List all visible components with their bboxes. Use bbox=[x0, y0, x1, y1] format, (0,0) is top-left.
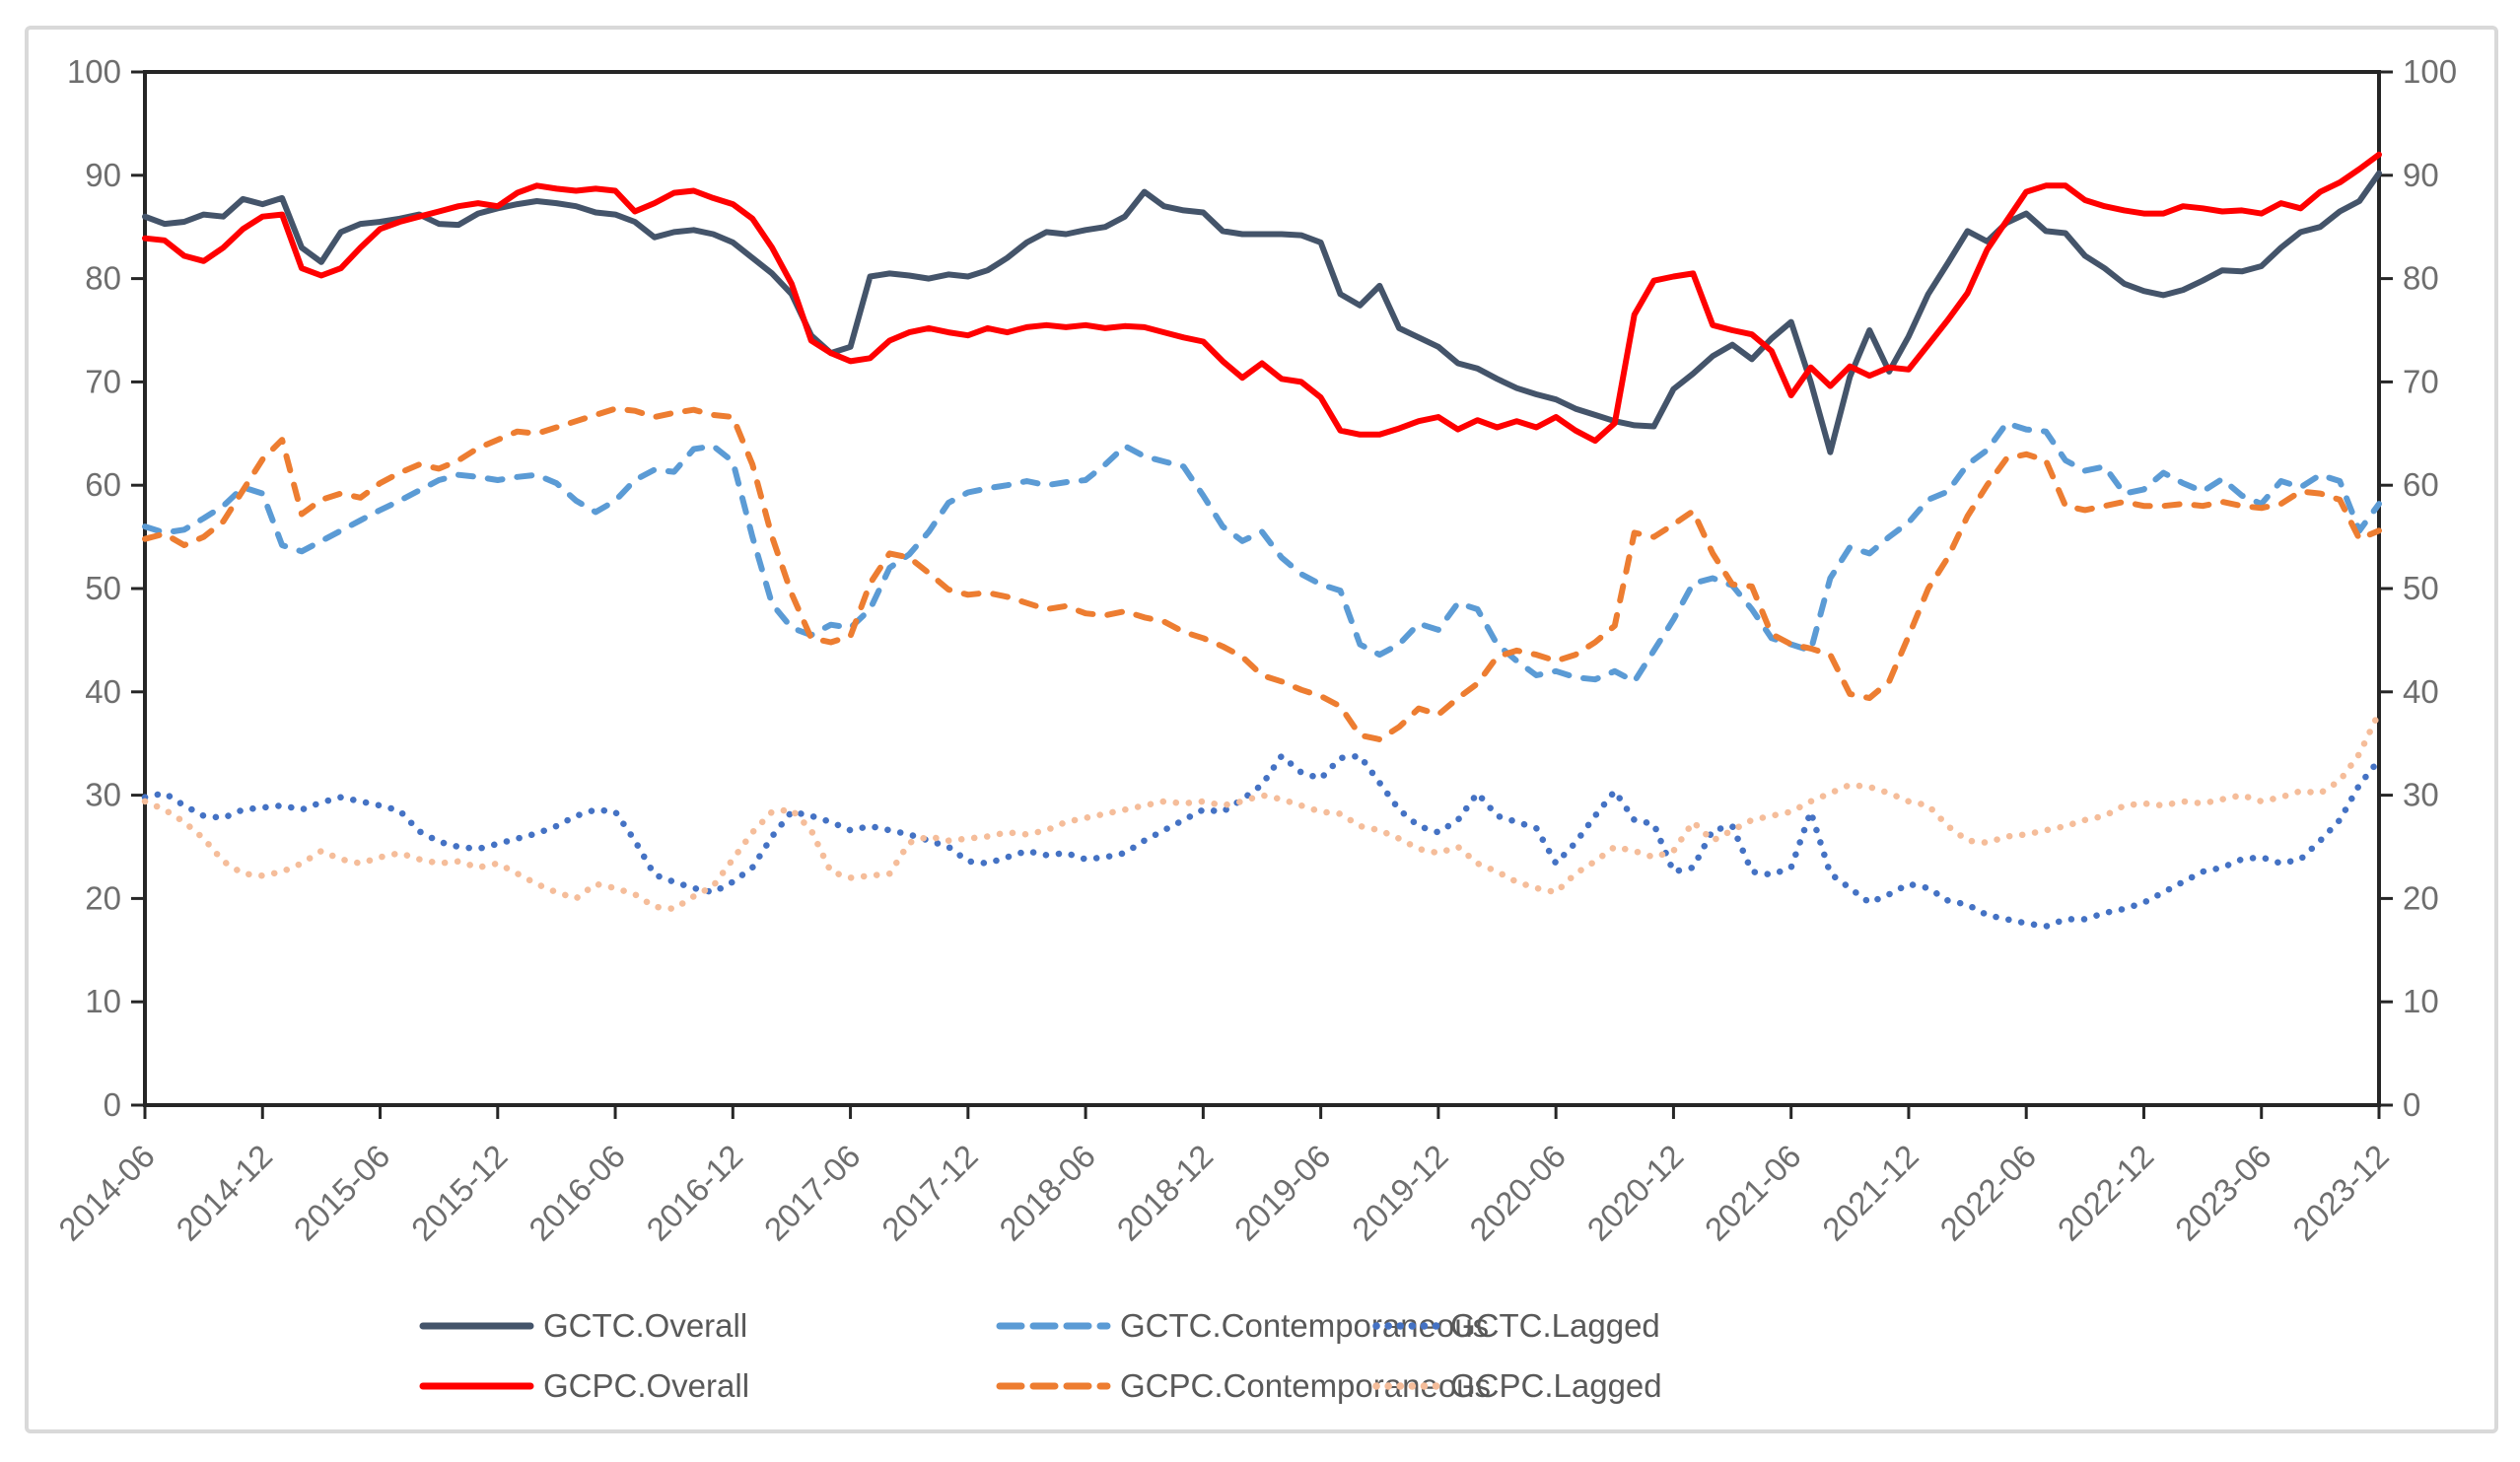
y-axis-label-left: 30 bbox=[85, 777, 121, 813]
series-line-gcpc-overall bbox=[142, 151, 2382, 445]
y-axis-label-left: 20 bbox=[85, 879, 121, 916]
y-axis-label-right: 20 bbox=[2403, 879, 2439, 916]
x-axis-label: 2015-06 bbox=[287, 1138, 397, 1248]
y-axis-label-left: 100 bbox=[67, 53, 121, 90]
y-axis-label-right: 40 bbox=[2403, 673, 2439, 710]
series-line-gcpc-lagged bbox=[141, 709, 2383, 913]
series-line-gcpc-contemporaneous bbox=[142, 405, 2382, 742]
x-axis-label: 2019-12 bbox=[1345, 1138, 1455, 1248]
y-axis-label-left: 10 bbox=[85, 983, 121, 1019]
y-axis-label-right: 70 bbox=[2403, 363, 2439, 399]
y-axis-label-left: 60 bbox=[85, 466, 121, 503]
x-axis-label: 2021-06 bbox=[1698, 1138, 1808, 1248]
x-axis-label: 2023-12 bbox=[2285, 1138, 2396, 1248]
series-line-gctc-contemporaneous bbox=[142, 420, 2382, 685]
y-axis-label-right: 50 bbox=[2403, 570, 2439, 606]
y-axis-label-right: 10 bbox=[2403, 983, 2439, 1019]
x-axis-label: 2022-12 bbox=[2051, 1138, 2161, 1248]
x-axis-label: 2014-12 bbox=[169, 1138, 279, 1248]
x-axis-label: 2021-12 bbox=[1815, 1138, 1925, 1248]
series-line-gctc-lagged bbox=[141, 752, 2383, 930]
y-axis-label-left: 70 bbox=[85, 363, 121, 399]
x-axis-label: 2017-06 bbox=[757, 1138, 868, 1248]
y-axis-label-right: 90 bbox=[2403, 157, 2439, 193]
y-axis-label-right: 60 bbox=[2403, 466, 2439, 503]
x-axis-label: 2019-06 bbox=[1227, 1138, 1338, 1248]
x-axis-label: 2016-12 bbox=[639, 1138, 749, 1248]
x-axis-label: 2020-12 bbox=[1580, 1138, 1691, 1248]
y-axis-label-left: 80 bbox=[85, 260, 121, 297]
x-axis-label: 2015-12 bbox=[404, 1138, 515, 1248]
series-line-gctc-overall bbox=[142, 170, 2382, 455]
y-axis-label-left: 0 bbox=[104, 1086, 121, 1123]
x-axis-label: 2014-06 bbox=[51, 1138, 162, 1248]
x-axis-label: 2017-12 bbox=[875, 1138, 985, 1248]
x-axis-label: 2020-06 bbox=[1462, 1138, 1573, 1248]
y-axis-label-right: 0 bbox=[2403, 1086, 2420, 1123]
y-axis-label-right: 80 bbox=[2403, 260, 2439, 297]
x-axis-label: 2023-06 bbox=[2168, 1138, 2278, 1248]
y-axis-label-left: 90 bbox=[85, 157, 121, 193]
chart-frame bbox=[25, 26, 2498, 1433]
x-axis-label: 2016-06 bbox=[522, 1138, 632, 1248]
x-axis-label: 2022-06 bbox=[1932, 1138, 2043, 1248]
y-axis-label-right: 30 bbox=[2403, 777, 2439, 813]
y-axis-label-left: 50 bbox=[85, 570, 121, 606]
x-axis-label: 2018-06 bbox=[992, 1138, 1102, 1248]
x-axis-label: 2018-12 bbox=[1110, 1138, 1221, 1248]
y-axis-label-left: 40 bbox=[85, 673, 121, 710]
y-axis-label-right: 100 bbox=[2403, 53, 2457, 90]
